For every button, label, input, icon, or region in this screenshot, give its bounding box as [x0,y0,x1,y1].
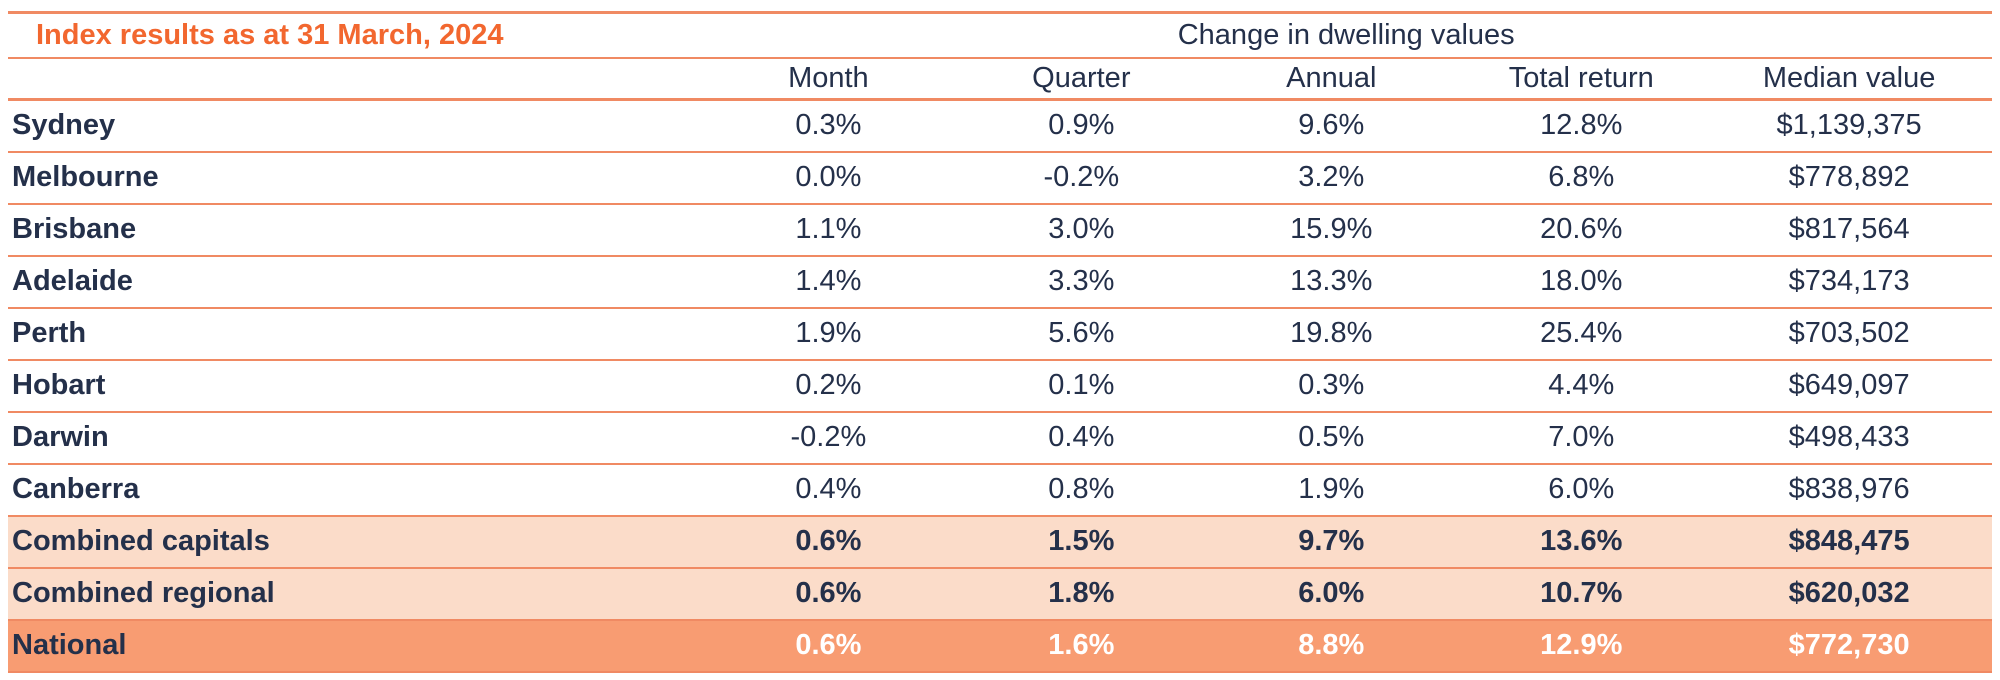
cell-annual: 15.9% [1206,203,1457,257]
table-row-brisbane: Brisbane 1.1% 3.0% 15.9% 20.6% $817,564 [8,203,1992,257]
row-label: Canberra [8,463,701,517]
cell-annual: 8.8% [1206,619,1457,673]
cell-month: 0.2% [700,359,957,413]
cell-month: -0.2% [700,411,957,465]
column-header-median-value: Median value [1706,57,1992,101]
cell-median-value: $817,564 [1706,203,1992,257]
cell-quarter: 0.8% [956,463,1207,517]
table-row-darwin: Darwin -0.2% 0.4% 0.5% 7.0% $498,433 [8,411,1992,465]
cell-total-return: 12.9% [1456,619,1707,673]
cell-total-return: 20.6% [1456,203,1707,257]
cell-month: 0.6% [700,567,957,621]
cell-median-value: $772,730 [1706,619,1992,673]
row-label: Melbourne [8,151,701,205]
table-row-combined-regional: Combined regional 0.6% 1.8% 6.0% 10.7% $620,0… [8,567,1992,621]
row-label: Perth [8,307,701,361]
row-label: Adelaide [8,255,701,309]
cell-median-value: $1,139,375 [1706,99,1992,153]
cell-annual: 9.7% [1206,515,1457,569]
cell-total-return: 6.8% [1456,151,1707,205]
row-label: National [8,619,701,673]
table-body: Sydney 0.3% 0.9% 9.6% 12.8% $1,139,375 Melbour… [8,99,1992,673]
cell-month: 0.6% [700,619,957,673]
cell-month: 0.0% [700,151,957,205]
index-results-table: Index results as at 31 March, 2024 Chang… [8,11,1992,673]
cell-total-return: 6.0% [1456,463,1707,517]
cell-total-return: 18.0% [1456,255,1707,309]
cell-quarter: 5.6% [956,307,1207,361]
table-row-combined-capitals: Combined capitals 0.6% 1.5% 9.7% 13.6% $848,4… [8,515,1992,569]
cell-annual: 13.3% [1206,255,1457,309]
cell-median-value: $498,433 [1706,411,1992,465]
table-row-perth: Perth 1.9% 5.6% 19.8% 25.4% $703,502 [8,307,1992,361]
cell-quarter: 3.0% [956,203,1207,257]
cell-annual: 6.0% [1206,567,1457,621]
cell-annual: 3.2% [1206,151,1457,205]
cell-quarter: 0.9% [956,99,1207,153]
cell-annual: 9.6% [1206,99,1457,153]
cell-quarter: 3.3% [956,255,1207,309]
table-row-melbourne: Melbourne 0.0% -0.2% 3.2% 6.8% $778,892 [8,151,1992,205]
row-label: Combined regional [8,567,701,621]
column-header-total-return: Total return [1456,57,1707,101]
cell-median-value: $778,892 [1706,151,1992,205]
table-row-national: National 0.6% 1.6% 8.8% 12.9% $772,730 [8,619,1992,673]
cell-month: 0.3% [700,99,957,153]
cell-month: 1.1% [700,203,957,257]
cell-quarter: 1.6% [956,619,1207,673]
cell-median-value: $649,097 [1706,359,1992,413]
index-results-panel: Index results as at 31 March, 2024 Chang… [8,11,1992,673]
cell-annual: 0.3% [1206,359,1457,413]
cell-month: 0.6% [700,515,957,569]
table-title: Index results as at 31 March, 2024 [8,12,701,59]
cell-quarter: -0.2% [956,151,1207,205]
table-row-canberra: Canberra 0.4% 0.8% 1.9% 6.0% $838,976 [8,463,1992,517]
cell-quarter: 1.5% [956,515,1207,569]
table-row-sydney: Sydney 0.3% 0.9% 9.6% 12.8% $1,139,375 [8,99,1992,153]
cell-median-value: $848,475 [1706,515,1992,569]
column-header-quarter: Quarter [956,57,1207,101]
row-label: Darwin [8,411,701,465]
column-header-month: Month [700,57,957,101]
cell-total-return: 13.6% [1456,515,1707,569]
row-label: Hobart [8,359,701,413]
cell-median-value: $838,976 [1706,463,1992,517]
cell-median-value: $703,502 [1706,307,1992,361]
cell-total-return: 25.4% [1456,307,1707,361]
cell-annual: 1.9% [1206,463,1457,517]
group-header: Change in dwelling values [700,12,1992,59]
cell-total-return: 7.0% [1456,411,1707,465]
cell-month: 1.9% [700,307,957,361]
table-row-adelaide: Adelaide 1.4% 3.3% 13.3% 18.0% $734,173 [8,255,1992,309]
cell-quarter: 0.1% [956,359,1207,413]
cell-quarter: 1.8% [956,567,1207,621]
cell-median-value: $734,173 [1706,255,1992,309]
row-header-spacer [8,57,701,101]
cell-quarter: 0.4% [956,411,1207,465]
cell-total-return: 12.8% [1456,99,1707,153]
cell-annual: 0.5% [1206,411,1457,465]
cell-median-value: $620,032 [1706,567,1992,621]
table-row-hobart: Hobart 0.2% 0.1% 0.3% 4.4% $649,097 [8,359,1992,413]
cell-total-return: 10.7% [1456,567,1707,621]
cell-month: 1.4% [700,255,957,309]
cell-total-return: 4.4% [1456,359,1707,413]
cell-annual: 19.8% [1206,307,1457,361]
row-label: Combined capitals [8,515,701,569]
row-label: Brisbane [8,203,701,257]
row-label: Sydney [8,99,701,153]
column-header-row: Month Quarter Annual Total return Median… [8,57,1992,101]
group-header-row: Index results as at 31 March, 2024 Chang… [8,12,1992,59]
column-header-annual: Annual [1206,57,1457,101]
cell-month: 0.4% [700,463,957,517]
